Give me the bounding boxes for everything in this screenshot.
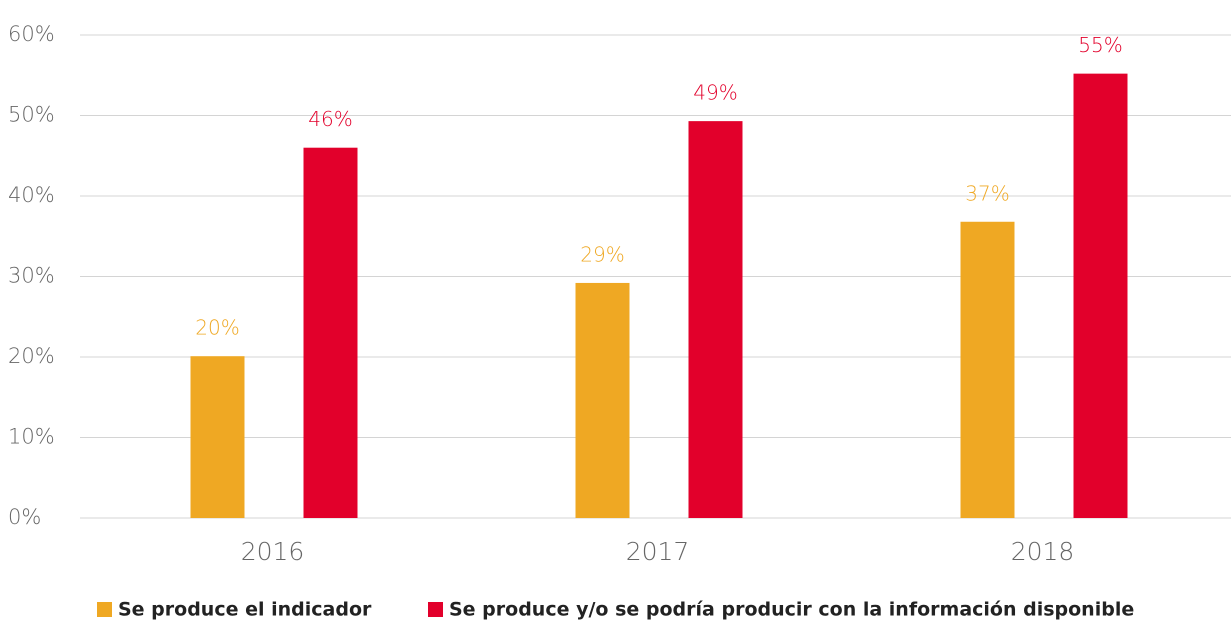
legend-label: Se produce el indicador xyxy=(118,599,372,621)
x-tick-label: 2018 xyxy=(1011,537,1075,566)
bar xyxy=(688,121,743,518)
value-label: 49% xyxy=(693,81,737,105)
legend-swatch xyxy=(428,602,443,617)
y-tick-label: 0% xyxy=(8,505,41,529)
value-label: 37% xyxy=(965,181,1009,205)
bar xyxy=(960,221,1015,518)
legend-label: Se produce y/o se podría producir con la… xyxy=(449,599,1134,621)
value-label: 20% xyxy=(195,316,239,340)
legend-swatch xyxy=(97,602,112,617)
y-tick-label: 40% xyxy=(8,183,55,207)
value-label: 55% xyxy=(1078,33,1122,57)
y-tick-label: 60% xyxy=(8,22,55,46)
value-label: 46% xyxy=(308,107,352,131)
y-tick-label: 50% xyxy=(8,103,55,127)
bar xyxy=(1073,73,1128,518)
y-tick-label: 30% xyxy=(8,264,55,288)
bar xyxy=(190,356,245,518)
x-tick-label: 2017 xyxy=(626,537,690,566)
value-label: 29% xyxy=(580,242,624,266)
bar xyxy=(575,282,630,518)
x-tick-label: 2016 xyxy=(241,537,305,566)
bar xyxy=(303,147,358,518)
y-tick-label: 20% xyxy=(8,344,55,368)
y-tick-label: 10% xyxy=(8,425,55,449)
